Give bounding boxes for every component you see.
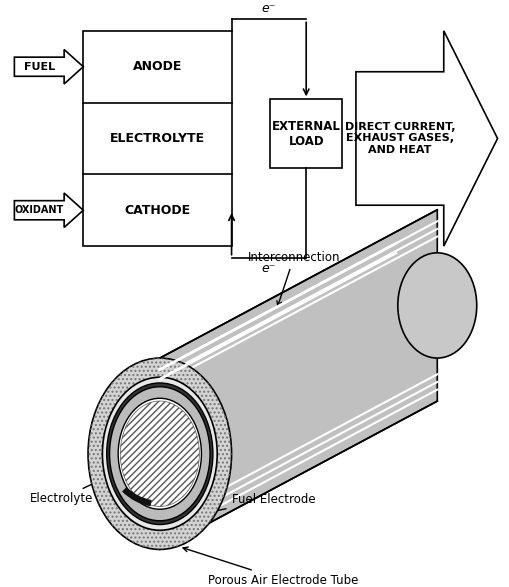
Ellipse shape (398, 253, 477, 358)
Text: CATHODE: CATHODE (124, 204, 190, 217)
Wedge shape (122, 487, 152, 507)
Text: e⁻: e⁻ (262, 2, 276, 15)
Text: Porous Air Electrode Tube: Porous Air Electrode Tube (183, 547, 358, 586)
Ellipse shape (88, 358, 232, 549)
Text: Fuel Electrode: Fuel Electrode (179, 493, 315, 519)
Text: Interconnection: Interconnection (248, 251, 340, 306)
Bar (270, 99, 342, 168)
Text: DIRECT CURRENT,
EXHAUST GASES,
AND HEAT: DIRECT CURRENT, EXHAUST GASES, AND HEAT (345, 122, 455, 155)
Text: OXIDANT: OXIDANT (15, 205, 64, 215)
Ellipse shape (118, 398, 202, 510)
Ellipse shape (102, 377, 217, 530)
Text: e⁻: e⁻ (262, 262, 276, 275)
Polygon shape (160, 210, 437, 549)
Text: ELECTROLYTE: ELECTROLYTE (110, 132, 205, 145)
Ellipse shape (109, 387, 210, 521)
Text: ANODE: ANODE (133, 60, 182, 73)
Text: Electrolyte: Electrolyte (30, 477, 107, 505)
Ellipse shape (107, 383, 213, 525)
Text: EXTERNAL
LOAD: EXTERNAL LOAD (272, 120, 341, 148)
Text: FUEL: FUEL (24, 62, 55, 72)
